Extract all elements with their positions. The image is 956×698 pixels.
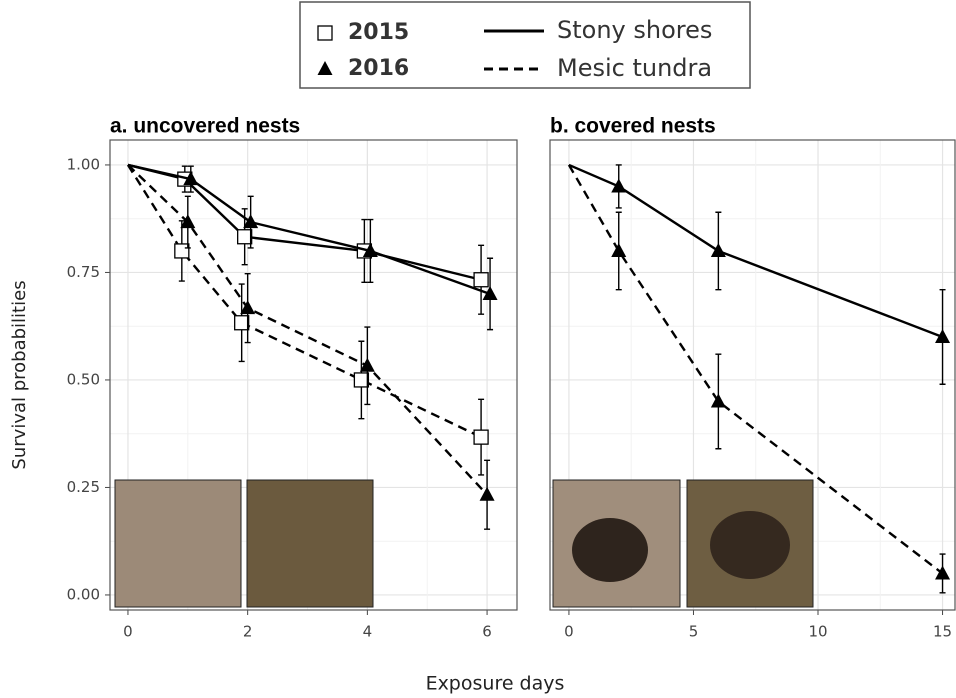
y-tick-label: 1.00 [67,155,100,173]
y-axis-label: Survival probabilities [9,280,30,469]
marker-square [473,272,489,288]
plot-border [109,139,518,611]
x-tick-label: 6 [482,623,492,641]
marker-triangle [359,357,375,372]
marker-square [473,429,489,445]
photo [246,479,374,608]
series-line [568,163,943,339]
photo [114,479,242,608]
photos [114,479,814,608]
photo-detail [572,518,648,582]
legend-label: Mesic tundra [557,54,712,82]
x-tick-label: 5 [689,623,699,641]
marker-triangle [243,214,259,229]
x-tick-label: 10 [808,623,827,641]
marker-square [174,243,190,259]
series-line [126,164,482,439]
marker-square [353,372,370,388]
marker-triangle [482,285,498,300]
photo-detail [710,511,790,579]
marker-triangle [317,61,333,75]
marker-triangle [611,242,627,257]
marker-square [234,315,250,331]
x-tick-label: 0 [123,623,133,641]
legend-label: Stony shores [557,16,712,44]
marker-triangle [180,214,196,229]
x-tick-label: 2 [243,623,253,641]
legend-label: 2015 [348,20,409,45]
marker-triangle [710,242,726,257]
marker-triangle [362,242,378,257]
x-tick-label: 15 [933,623,952,641]
marker-square [237,229,253,245]
y-tick-label: 0.25 [67,478,100,496]
y-tick-label: 0.00 [67,585,100,603]
plot-border [549,139,956,611]
y-tick-label: 0.50 [67,370,100,388]
legend-label: 2016 [348,56,409,81]
marker-triangle [240,300,256,315]
marker-triangle [710,393,726,408]
series-line [567,164,944,575]
marker-triangle [935,565,951,580]
marker-square [317,25,333,41]
marker-triangle [479,486,495,501]
marker-triangle [935,328,951,343]
y-tick-label: 0.75 [67,263,100,281]
panel-title: a. uncovered nests [110,115,300,138]
x-axis-label: Exposure days [426,673,565,695]
x-tick-label: 0 [564,623,574,641]
x-tick-label: 4 [363,623,373,641]
legend-box [299,1,751,89]
marker-triangle [611,178,627,193]
panel-title: b. covered nests [550,115,716,138]
marker-triangle [183,171,199,186]
